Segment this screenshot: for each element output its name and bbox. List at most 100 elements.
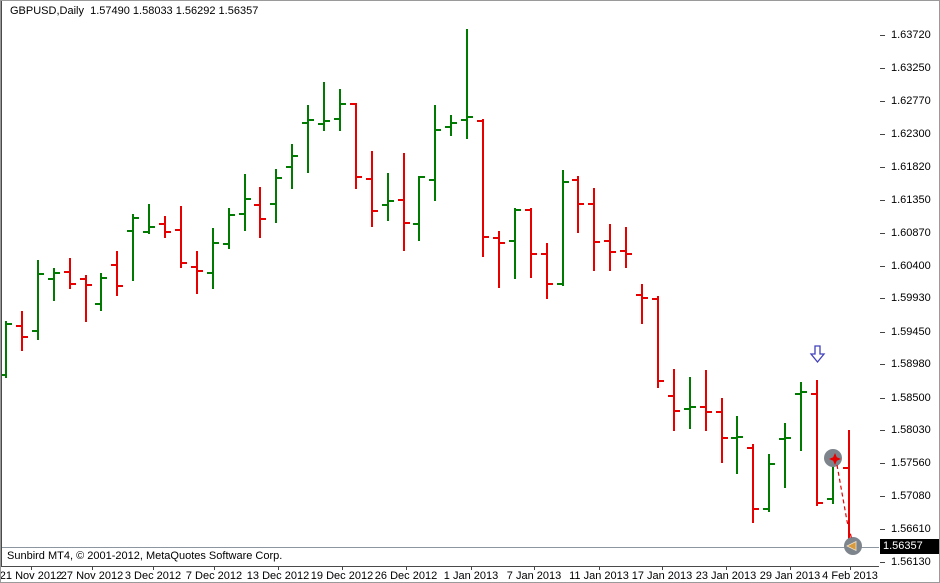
ohlc-bar <box>530 208 532 278</box>
ohlc-bar <box>627 253 632 255</box>
date-tick-label: 11 Jan 2013 <box>569 570 629 582</box>
ohlc-bar <box>652 298 657 300</box>
ohlc-bar <box>398 199 403 201</box>
ohlc-bar <box>641 284 643 324</box>
ohlc-bar <box>180 206 182 268</box>
ohlc-bar <box>254 204 259 206</box>
ohlc-bar <box>239 213 244 215</box>
ohlc-bar <box>148 204 150 234</box>
ohlc-bar <box>707 411 712 413</box>
ohlc-bar <box>53 268 55 301</box>
price-tick <box>880 496 885 497</box>
price-tick-label: 1.62300 <box>891 128 931 140</box>
price-tick-label: 1.57560 <box>891 457 931 469</box>
ohlc-bar <box>366 178 371 180</box>
ohlc-bar <box>275 169 277 223</box>
price-tick-label: 1.59930 <box>891 292 931 304</box>
ohlc-bar <box>604 240 609 242</box>
ohlc-bar <box>413 223 418 225</box>
ohlc-bar <box>770 463 775 465</box>
ohlc-bar <box>261 218 266 220</box>
date-tick-label: 23 Jan 2013 <box>695 570 757 582</box>
ohlc-bar <box>334 118 339 120</box>
date-tick <box>726 567 727 570</box>
date-tick-label: 27 Nov 2012 <box>60 570 124 582</box>
ohlc-bar <box>498 231 500 288</box>
ohlc-bar <box>246 198 251 200</box>
ohlc-bar <box>230 214 235 216</box>
date-tick-label: 3 Dec 2012 <box>124 570 182 582</box>
ohlc-bar <box>150 226 155 228</box>
ohlc-bar <box>244 174 246 231</box>
date-tick <box>599 567 600 570</box>
ohlc-bar <box>736 416 738 474</box>
price-tick <box>880 35 885 36</box>
ohlc-bar <box>405 222 410 224</box>
date-tick-label: 7 Dec 2012 <box>185 570 243 582</box>
date-tick-label: 1 Jan 2013 <box>443 570 499 582</box>
chart-plot-area[interactable]: GBPUSD,Daily 1.57490 1.58033 1.56292 1.5… <box>1 1 879 567</box>
ohlc-bar <box>659 380 664 382</box>
ohlc-bar <box>557 283 562 285</box>
price-tick-label: 1.61820 <box>891 161 931 173</box>
ohlc-bar <box>85 275 87 322</box>
ohlc-bar <box>291 144 293 189</box>
price-tick <box>880 266 885 267</box>
ohlc-bar <box>738 436 743 438</box>
ohlc-bar <box>588 203 593 205</box>
symbol-period-label: GBPUSD,Daily <box>10 5 84 17</box>
ohlc-bar <box>611 251 616 253</box>
ohlc-bar <box>164 216 166 238</box>
ohlc-bar <box>763 508 768 510</box>
ohlc-bar <box>21 311 23 351</box>
ohlc-bar <box>387 173 389 221</box>
price-tick-label: 1.56610 <box>891 523 931 535</box>
ohlc-bar <box>2 374 5 376</box>
ohlc-bar <box>721 398 723 463</box>
ohlc-bar <box>482 119 484 257</box>
ohlc-bar <box>207 272 212 274</box>
ohlc-bar <box>214 242 219 244</box>
price-tick <box>880 562 885 563</box>
ohlc-bar <box>429 179 434 181</box>
ohlc-bar <box>716 411 721 413</box>
date-tick-label: 19 Dec 2012 <box>310 570 374 582</box>
price-tick <box>880 529 885 530</box>
date-axis[interactable]: 21 Nov 2012 27 Nov 2012 3 Dec 2012 7 Dec 20… <box>1 567 939 582</box>
ohlc-bar <box>625 227 627 268</box>
ohlc-readout: 1.57490 1.58033 1.56292 1.56357 <box>90 5 259 17</box>
price-tick <box>880 233 885 234</box>
ohlc-bar <box>468 116 473 118</box>
ohlc-bar <box>32 330 37 332</box>
ohlc-bar <box>118 285 123 287</box>
ohlc-bar <box>80 278 85 280</box>
price-tick <box>880 463 885 464</box>
ohlc-bar <box>55 272 60 274</box>
ohlc-bar <box>166 231 171 233</box>
ohlc-bar <box>684 408 689 410</box>
ohlc-bar <box>16 325 21 327</box>
ohlc-bar <box>389 200 394 202</box>
price-tick-label: 1.58500 <box>891 392 931 404</box>
ohlc-bar <box>100 273 102 311</box>
ohlc-bar <box>564 181 569 183</box>
price-tick-label: 1.62770 <box>891 95 931 107</box>
ohlc-bar <box>382 204 387 206</box>
ohlc-bar <box>466 29 468 139</box>
ohlc-bar <box>593 188 595 271</box>
ohlc-bar <box>445 126 450 128</box>
ohlc-bar <box>800 382 802 451</box>
price-tick-label: 1.58030 <box>891 424 931 436</box>
price-tick-label: 1.60400 <box>891 260 931 272</box>
ohlc-bar <box>577 176 579 233</box>
ohlc-bar <box>102 277 107 279</box>
ohlc-bar <box>752 444 754 523</box>
date-tick <box>790 567 791 570</box>
ohlc-bar <box>191 266 196 268</box>
ohlc-bar <box>175 229 180 231</box>
ohlc-bar <box>657 296 659 388</box>
date-tick <box>406 567 407 570</box>
date-tick <box>92 567 93 570</box>
price-axis[interactable]: 1.56357 1.63720 1.63250 1.62770 1.62300 1.61… <box>880 1 939 568</box>
ohlc-bar <box>450 115 452 136</box>
